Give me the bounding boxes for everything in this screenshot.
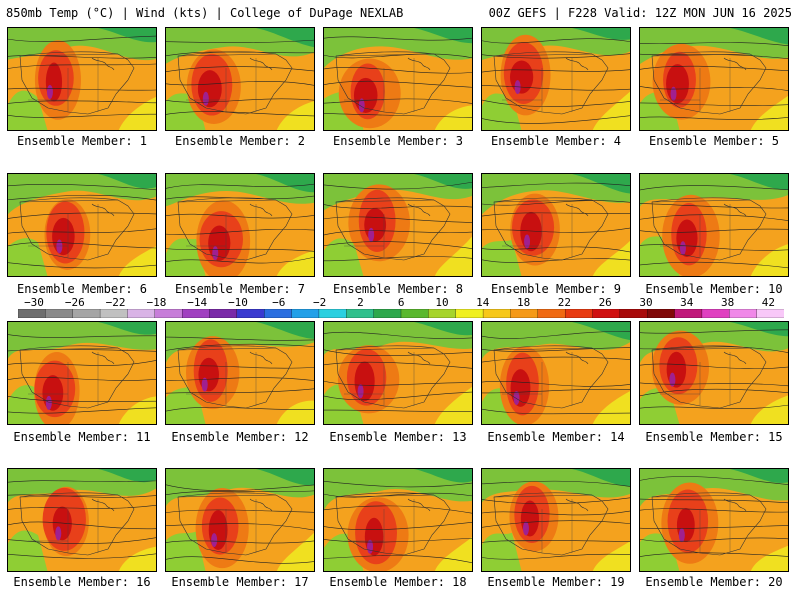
ensemble-member-label: Ensemble Member: 17 — [171, 575, 309, 589]
colorbar-tick-label: −22 — [105, 296, 126, 309]
ensemble-member-map — [165, 468, 315, 572]
ensemble-member-map — [165, 173, 315, 277]
ensemble-member-label: Ensemble Member: 14 — [487, 430, 625, 444]
colorbar-swatch — [756, 309, 784, 318]
colorbar-swatch — [619, 309, 648, 318]
colorbar-swatch — [647, 309, 676, 318]
colorbar-swatch — [455, 309, 484, 318]
colorbar-tick-label: 38 — [720, 296, 735, 309]
ensemble-member-label: Ensemble Member: 12 — [171, 430, 309, 444]
ensemble-member-label: Ensemble Member: 10 — [645, 282, 783, 296]
model-run-info: 00Z GEFS | F228 Valid: 12Z MON JUN 16 20… — [488, 6, 792, 20]
ensemble-member-map — [639, 321, 789, 425]
ensemble-member-label: Ensemble Member: 19 — [487, 575, 625, 589]
ensemble-member-map — [639, 468, 789, 572]
colorbar-swatch — [209, 309, 238, 318]
colorbar-swatch — [701, 309, 730, 318]
colorbar-tick-label: −6 — [272, 296, 286, 309]
colorbar-tick-label: 6 — [397, 296, 405, 309]
colorbar-swatch — [428, 309, 457, 318]
colorbar-tick-label: 30 — [639, 296, 653, 309]
colorbar-swatch — [291, 309, 320, 318]
ensemble-member-label: Ensemble Member: 20 — [645, 575, 783, 589]
colorbar-swatch — [564, 309, 594, 318]
ensemble-member-map — [639, 27, 789, 131]
ensemble-member-map — [7, 27, 157, 131]
colorbar-swatch — [264, 309, 293, 318]
colorbar-tick-label: −2 — [312, 296, 327, 309]
colorbar-tick-label: −26 — [64, 296, 85, 309]
map-title: 850mb Temp (°C) | Wind (kts) | College o… — [6, 6, 404, 20]
ensemble-member-label: Ensemble Member: 5 — [648, 134, 780, 148]
ensemble-member-label: Ensemble Member: 4 — [490, 134, 622, 148]
colorbar-tick-label: 26 — [598, 296, 612, 309]
colorbar-swatch — [400, 309, 430, 318]
colorbar-swatch — [154, 309, 183, 318]
ensemble-member-map — [165, 321, 315, 425]
ensemble-member-map — [7, 173, 157, 277]
ensemble-member-map — [481, 27, 631, 131]
colorbar-tick-label: 2 — [357, 296, 364, 309]
ensemble-member-map — [639, 173, 789, 277]
colorbar-swatch — [72, 309, 101, 318]
colorbar-swatch — [18, 309, 47, 318]
colorbar-swatch — [318, 309, 347, 318]
colorbar-tick-label: −10 — [228, 296, 248, 309]
colorbar-swatch — [510, 309, 539, 318]
ensemble-member-label: Ensemble Member: 9 — [490, 282, 622, 296]
ensemble-member-label: Ensemble Member: 6 — [16, 282, 148, 296]
colorbar-swatch — [346, 309, 375, 318]
ensemble-member-map — [481, 173, 631, 277]
colorbar-tick-label: 10 — [435, 296, 449, 309]
colorbar-swatch — [373, 309, 402, 318]
colorbar-swatch — [127, 309, 156, 318]
ensemble-member-map — [165, 27, 315, 131]
colorbar-swatch — [537, 309, 566, 318]
ensemble-member-label: Ensemble Member: 3 — [332, 134, 464, 148]
ensemble-member-label: Ensemble Member: 2 — [174, 134, 306, 148]
ensemble-member-map — [481, 321, 631, 425]
ensemble-member-label: Ensemble Member: 18 — [329, 575, 467, 589]
ensemble-member-label: Ensemble Member: 13 — [329, 430, 467, 444]
colorbar-tick-label: 18 — [516, 296, 531, 309]
ensemble-member-map — [7, 468, 157, 572]
ensemble-member-map — [323, 468, 473, 572]
colorbar-swatch — [45, 309, 74, 318]
colorbar-tick-label: −30 — [24, 296, 44, 309]
colorbar-swatch — [181, 309, 211, 318]
ensemble-member-label: Ensemble Member: 8 — [332, 282, 464, 296]
colorbar-swatch — [729, 309, 758, 318]
colorbar-swatch — [674, 309, 703, 318]
colorbar-tick-label: −18 — [146, 296, 167, 309]
colorbar-tick-label: 42 — [761, 296, 776, 309]
colorbar-swatch — [99, 309, 129, 318]
colorbar-tick-label: 14 — [476, 296, 490, 309]
ensemble-member-label: Ensemble Member: 16 — [13, 575, 151, 589]
colorbar-tick-label: 22 — [557, 296, 572, 309]
colorbar-swatch — [236, 309, 265, 318]
ensemble-member-label: Ensemble Member: 1 — [16, 134, 148, 148]
ensemble-member-map — [323, 173, 473, 277]
ensemble-member-map — [323, 321, 473, 425]
temperature-colorbar — [18, 309, 784, 318]
ensemble-member-label: Ensemble Member: 11 — [13, 430, 151, 444]
ensemble-member-map — [323, 27, 473, 131]
ensemble-member-map — [7, 321, 157, 425]
colorbar-tick-label: −14 — [187, 296, 208, 309]
colorbar-swatch — [592, 309, 621, 318]
colorbar-swatch — [482, 309, 512, 318]
colorbar-tick-label: 34 — [680, 296, 694, 309]
ensemble-member-label: Ensemble Member: 15 — [645, 430, 783, 444]
ensemble-member-map — [481, 468, 631, 572]
ensemble-member-label: Ensemble Member: 7 — [174, 282, 306, 296]
